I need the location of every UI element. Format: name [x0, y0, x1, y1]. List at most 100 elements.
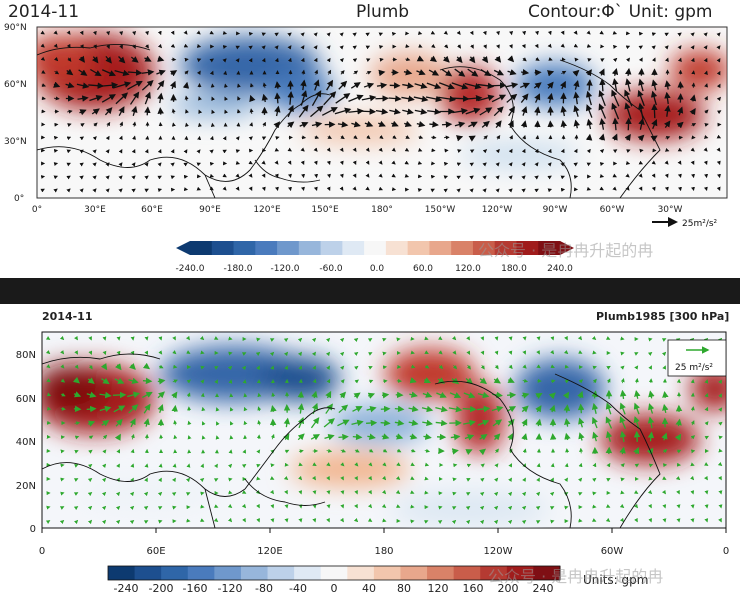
flux-arrow [91, 108, 100, 115]
flux-arrow [561, 70, 567, 75]
flux-arrow [564, 335, 568, 341]
flux-arrow [243, 420, 248, 426]
flux-arrow [237, 96, 241, 101]
flux-arrow [662, 489, 666, 495]
flux-arrow [297, 416, 305, 429]
flux-arrow [255, 352, 261, 357]
flux-arrow [625, 186, 630, 191]
flux-arrow [73, 391, 82, 398]
flux-arrow [482, 30, 487, 36]
flux-arrow [633, 402, 640, 415]
colorbar-tick: -120 [218, 582, 243, 595]
flux-arrow [404, 147, 410, 152]
flux-arrow [689, 107, 696, 116]
flux-arrow [46, 392, 52, 397]
flux-arrow [45, 336, 51, 340]
flux-arrow [591, 390, 598, 399]
colorbar-tick: 60.0 [413, 264, 433, 274]
flux-arrow [648, 518, 653, 523]
flux-arrow [466, 364, 471, 370]
flux-arrow [409, 433, 418, 440]
flux-arrow [676, 121, 684, 129]
flux-arrow [717, 337, 723, 343]
flux-arrow [592, 462, 597, 468]
flux-arrow [703, 32, 708, 37]
flux-arrow [495, 148, 500, 154]
flux-arrow [677, 147, 683, 152]
flux-arrow [535, 57, 540, 61]
flux-arrow [144, 148, 149, 154]
flux-arrow [417, 147, 423, 152]
flux-arrow [410, 350, 415, 355]
flux-arrow [521, 392, 530, 399]
flux-arrow [495, 162, 500, 167]
flux-arrow [718, 379, 722, 384]
flux-arrow [421, 405, 434, 413]
flux-arrow [297, 475, 303, 481]
flux-arrow [548, 392, 556, 400]
flux-arrow [86, 405, 97, 413]
flux-arrow [261, 173, 266, 178]
flux-arrow [625, 67, 632, 76]
flux-arrow [340, 462, 345, 467]
flux-arrow [424, 476, 429, 481]
flux-arrow [129, 491, 135, 497]
colorbar-swatch [472, 241, 496, 255]
flux-arrow [311, 351, 316, 357]
flux-arrow [186, 379, 191, 384]
flux-arrow [183, 162, 188, 167]
flux-arrow [648, 365, 652, 370]
flux-arrow [241, 365, 246, 371]
flux-arrow [383, 379, 388, 384]
colorbar-tick: -200 [149, 582, 174, 595]
flux-arrow [287, 147, 292, 152]
flux-arrow [455, 56, 463, 64]
flux-arrow [184, 70, 189, 75]
flux-arrow [40, 30, 45, 35]
flux-arrow [690, 32, 695, 37]
flux-arrow [115, 92, 129, 105]
flux-arrow [662, 365, 667, 370]
flux-arrow [241, 503, 247, 509]
flux-arrow [144, 350, 149, 355]
flux-arrow [224, 96, 229, 101]
flux-arrow [325, 390, 332, 399]
flux-arrow [677, 106, 684, 116]
flux-arrow [74, 335, 78, 341]
flux-arrow [469, 149, 475, 154]
flux-arrow [144, 91, 151, 105]
flux-arrow [598, 133, 606, 141]
flux-arrow [45, 349, 51, 355]
flux-arrow [367, 433, 376, 440]
flux-arrow [352, 186, 357, 191]
flux-arrow [313, 147, 318, 152]
flux-arrow [102, 434, 108, 440]
lon-tick-label: 180° [371, 205, 393, 215]
flux-arrow [422, 391, 433, 398]
flux-arrow [521, 418, 528, 427]
flux-arrow [118, 56, 126, 64]
flux-arrow [651, 57, 656, 62]
flux-arrow [186, 350, 191, 354]
flux-arrow [599, 78, 606, 92]
flux-arrow [141, 80, 154, 91]
flux-arrow [507, 491, 513, 497]
flux-arrow [496, 30, 500, 36]
flux-arrow [619, 446, 626, 455]
flux-arrow [651, 173, 656, 178]
flux-arrow [423, 433, 432, 440]
flux-arrow [633, 490, 639, 494]
flux-arrow [269, 338, 275, 342]
flux-arrow [298, 104, 309, 118]
flux-arrow [550, 350, 555, 355]
flux-arrow [647, 351, 653, 356]
flux-arrow [287, 160, 292, 165]
flux-arrow [248, 186, 253, 191]
wave-activity-vectors [45, 335, 723, 525]
flux-arrow [625, 117, 632, 131]
flux-arrow [521, 162, 526, 167]
flux-arrow [452, 364, 458, 370]
flux-arrow [99, 391, 112, 399]
flux-arrow [287, 57, 292, 63]
flux-arrow [169, 70, 178, 77]
